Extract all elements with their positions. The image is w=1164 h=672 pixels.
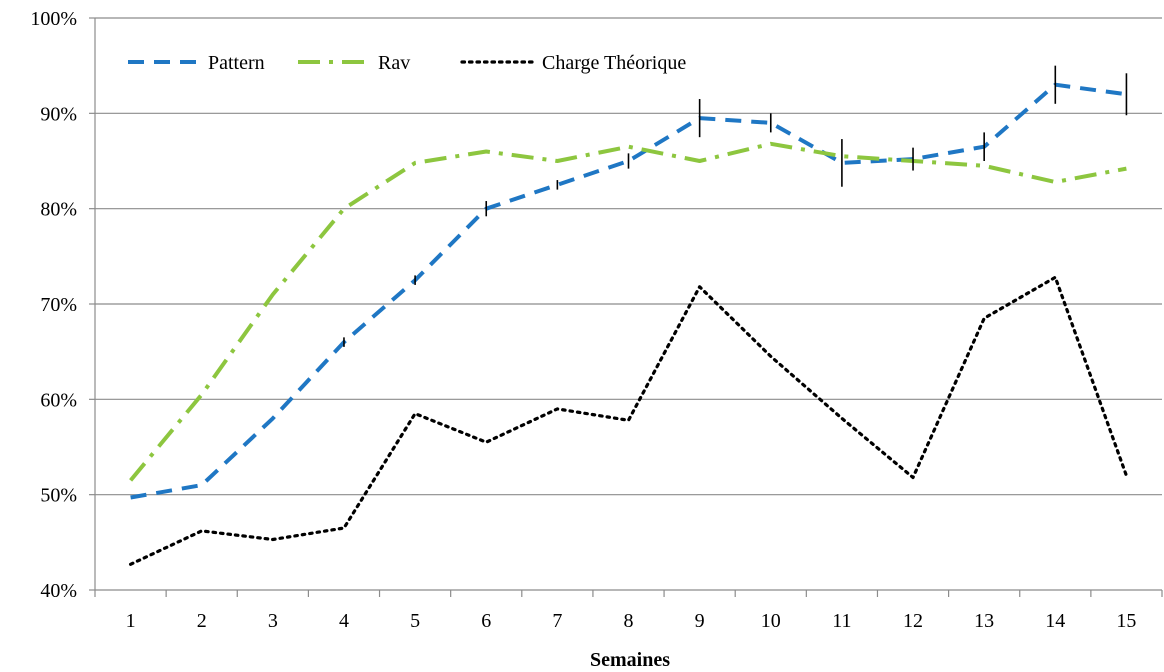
series-line bbox=[130, 82, 1127, 500]
y-tick-label: 60% bbox=[40, 389, 77, 411]
axes bbox=[89, 17, 1163, 597]
x-tick-label: 10 bbox=[761, 610, 781, 632]
x-tick-label: 5 bbox=[410, 610, 420, 632]
legend-entry: Rav bbox=[378, 52, 410, 74]
x-tick-label: 2 bbox=[197, 610, 207, 632]
x-tick-label: 6 bbox=[481, 610, 491, 632]
y-tick-label: 40% bbox=[40, 580, 77, 602]
x-tick-label: 15 bbox=[1116, 610, 1136, 632]
x-tick-label: 4 bbox=[339, 610, 349, 632]
y-tick-labels: 40% 50% 60% 70% 80% 90% 100% bbox=[30, 8, 77, 602]
y-tick-label: 50% bbox=[40, 485, 77, 507]
y-tick-label: 90% bbox=[40, 103, 77, 125]
legend: Pattern Rav Charge Théorique bbox=[128, 52, 686, 74]
x-tick-label: 12 bbox=[903, 610, 923, 632]
series-line bbox=[129, 141, 1127, 482]
y-tick-label: 100% bbox=[30, 8, 77, 30]
x-tick-label: 8 bbox=[624, 610, 634, 632]
error-bars bbox=[343, 65, 1128, 347]
x-tick-label: 9 bbox=[695, 610, 705, 632]
series-lines bbox=[129, 82, 1129, 566]
x-tick-labels: 1 2 3 4 5 6 7 8 9 10 11 12 13 14 15 bbox=[126, 610, 1137, 632]
x-tick-label: 7 bbox=[552, 610, 562, 632]
x-tick-label: 11 bbox=[832, 610, 851, 632]
gridlines bbox=[95, 17, 1162, 496]
x-tick-label: 13 bbox=[974, 610, 994, 632]
x-tick-label: 14 bbox=[1045, 610, 1065, 632]
x-tick-label: 3 bbox=[268, 610, 278, 632]
legend-entry: Charge Théorique bbox=[542, 52, 686, 74]
series-line bbox=[129, 275, 1129, 566]
y-tick-label: 80% bbox=[40, 199, 77, 221]
legend-entry: Pattern bbox=[208, 52, 265, 74]
y-tick-label: 70% bbox=[40, 294, 77, 316]
x-tick-label: 1 bbox=[126, 610, 136, 632]
x-axis-title: Semaines bbox=[590, 649, 670, 671]
